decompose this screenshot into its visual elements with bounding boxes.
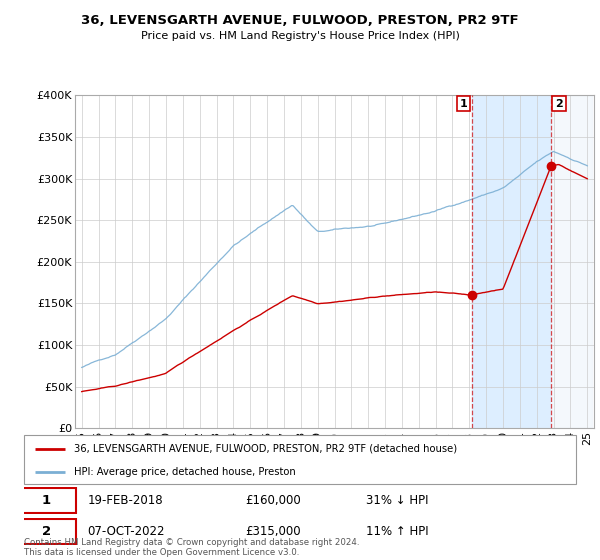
- Text: 1: 1: [460, 99, 467, 109]
- FancyBboxPatch shape: [16, 488, 76, 513]
- Text: Price paid vs. HM Land Registry's House Price Index (HPI): Price paid vs. HM Land Registry's House …: [140, 31, 460, 41]
- Bar: [472, 95, 551, 428]
- Text: 31% ↓ HPI: 31% ↓ HPI: [366, 494, 429, 507]
- Text: 36, LEVENSGARTH AVENUE, FULWOOD, PRESTON, PR2 9TF: 36, LEVENSGARTH AVENUE, FULWOOD, PRESTON…: [81, 14, 519, 27]
- Text: 19-FEB-2018: 19-FEB-2018: [88, 494, 163, 507]
- Text: 11% ↑ HPI: 11% ↑ HPI: [366, 525, 429, 538]
- Text: £315,000: £315,000: [245, 525, 301, 538]
- Text: 36, LEVENSGARTH AVENUE, FULWOOD, PRESTON, PR2 9TF (detached house): 36, LEVENSGARTH AVENUE, FULWOOD, PRESTON…: [74, 444, 457, 454]
- Text: 07-OCT-2022: 07-OCT-2022: [88, 525, 165, 538]
- Text: £160,000: £160,000: [245, 494, 301, 507]
- Text: 1: 1: [41, 494, 50, 507]
- Text: 2: 2: [555, 99, 563, 109]
- Text: Contains HM Land Registry data © Crown copyright and database right 2024.
This d: Contains HM Land Registry data © Crown c…: [24, 538, 359, 557]
- Text: HPI: Average price, detached house, Preston: HPI: Average price, detached house, Pres…: [74, 467, 295, 477]
- Text: 2: 2: [41, 525, 50, 538]
- FancyBboxPatch shape: [24, 435, 576, 484]
- Bar: [551, 95, 592, 428]
- FancyBboxPatch shape: [16, 519, 76, 544]
